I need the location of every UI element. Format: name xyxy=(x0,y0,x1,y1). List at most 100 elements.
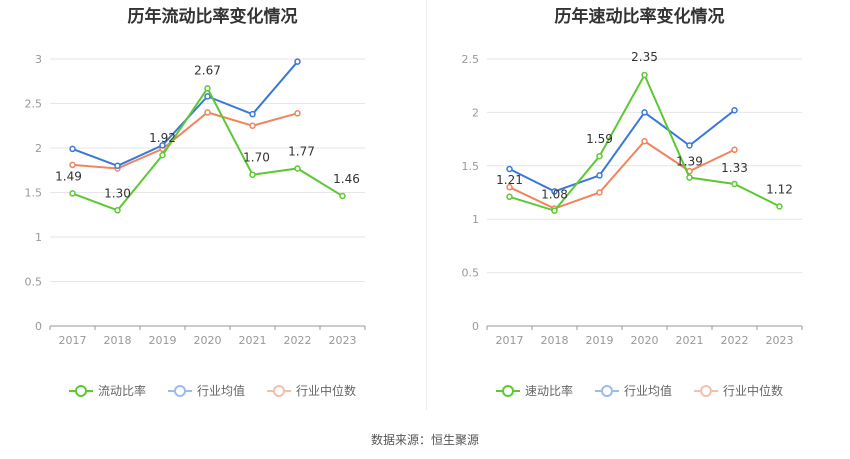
data-point xyxy=(249,171,256,178)
y-tick-label: 0 xyxy=(472,320,479,333)
x-tick-label: 2019 xyxy=(586,334,614,347)
data-source-note: 数据来源：恒生聚源 xyxy=(370,433,479,447)
data-point xyxy=(294,165,301,172)
y-tick-label: 1 xyxy=(472,213,479,226)
legend-item-industry-median[interactable]: 行业中位数 xyxy=(694,382,783,399)
legend-swatch-icon xyxy=(267,384,291,397)
data-point xyxy=(69,161,76,169)
data-point xyxy=(641,109,648,116)
data-label: 1.92 xyxy=(149,131,176,145)
x-tick-label: 2018 xyxy=(541,334,569,347)
y-tick-label: 2.5 xyxy=(462,53,480,66)
x-tick-label: 2017 xyxy=(496,334,524,347)
data-label: 1.59 xyxy=(586,132,613,146)
y-tick-label: 2 xyxy=(472,106,479,119)
legend-item-industry-avg[interactable]: 行业均值 xyxy=(594,382,672,399)
data-point xyxy=(204,93,211,100)
data-point xyxy=(506,165,513,173)
data-point xyxy=(204,109,211,116)
data-point xyxy=(69,190,76,197)
data-label: 1.77 xyxy=(288,144,315,158)
data-label: 1.33 xyxy=(721,161,748,175)
data-point xyxy=(641,137,648,145)
x-tick-label: 2019 xyxy=(149,334,177,347)
series-line xyxy=(509,139,735,210)
legend-item-quick-ratio[interactable]: 速动比率 xyxy=(495,382,573,399)
data-point xyxy=(294,110,301,117)
y-tick-label: 1 xyxy=(35,231,42,244)
y-tick-label: 2 xyxy=(35,142,42,155)
y-tick-label: 3 xyxy=(35,53,42,66)
data-point xyxy=(686,142,693,149)
y-tick-label: 2.5 xyxy=(25,98,43,111)
data-point xyxy=(596,152,603,160)
data-point xyxy=(551,207,558,214)
legend-swatch-icon xyxy=(68,384,93,397)
x-tick-label: 2022 xyxy=(284,334,312,347)
data-point xyxy=(249,110,256,118)
legend-label: 行业中位数 xyxy=(296,384,357,398)
x-tick-label: 2022 xyxy=(721,334,749,347)
legend-swatch-icon xyxy=(495,384,520,397)
y-tick-label: 0 xyxy=(35,320,42,333)
legend-label: 流动比率 xyxy=(97,384,146,398)
data-label: 1.12 xyxy=(766,182,793,196)
data-point xyxy=(686,174,693,181)
x-tick-label: 2020 xyxy=(631,334,659,347)
data-label: 1.70 xyxy=(243,151,270,165)
data-label: 2.67 xyxy=(194,63,221,77)
data-point xyxy=(294,58,301,65)
x-tick-label: 2018 xyxy=(104,334,132,347)
data-point xyxy=(776,203,783,210)
legend-swatch-icon xyxy=(694,384,718,397)
data-label: 1.21 xyxy=(496,173,523,187)
legend-label: 行业均值 xyxy=(196,384,245,398)
x-tick-label: 2021 xyxy=(676,334,704,347)
data-point xyxy=(506,183,513,191)
data-label: 1.08 xyxy=(541,188,568,202)
data-point xyxy=(114,207,121,214)
x-tick-label: 2023 xyxy=(329,334,357,347)
data-label: 1.30 xyxy=(104,186,131,200)
data-point xyxy=(204,85,211,92)
data-label: 1.39 xyxy=(676,155,703,169)
legend-item-industry-avg[interactable]: 行业均值 xyxy=(167,382,245,399)
data-point xyxy=(641,71,648,79)
series-line xyxy=(509,109,736,193)
legend-item-industry-median[interactable]: 行业中位数 xyxy=(267,382,356,399)
data-point xyxy=(731,146,738,154)
data-point xyxy=(596,172,603,179)
legend-swatch-icon xyxy=(167,384,192,397)
data-point xyxy=(596,189,603,196)
data-point xyxy=(69,145,76,153)
quick-ratio-plot: 0 0.5 1 1.5 2 2.5 2017 2018 2019 2020 2021 2022 2023… xyxy=(462,50,803,347)
data-point xyxy=(159,151,166,159)
data-point xyxy=(114,162,121,170)
chart-title: 历年流动比率变化情况 xyxy=(127,7,298,27)
chart-title: 历年速动比率变化情况 xyxy=(554,7,725,27)
data-point xyxy=(506,193,513,201)
legend-label: 行业均值 xyxy=(623,384,672,398)
legend-item-current-ratio[interactable]: 流动比率 xyxy=(68,382,146,399)
x-tick-label: 2023 xyxy=(766,334,794,347)
x-tick-label: 2020 xyxy=(194,334,222,347)
legend-label: 速动比率 xyxy=(524,384,573,398)
y-tick-label: 1.5 xyxy=(25,187,43,200)
y-tick-label: 1.5 xyxy=(462,160,480,173)
data-point xyxy=(249,122,256,129)
data-point xyxy=(159,142,166,149)
legend-swatch-icon xyxy=(594,384,619,397)
data-label: 1.49 xyxy=(55,169,82,183)
y-tick-label: 0.5 xyxy=(462,267,480,280)
current-ratio-plot: 0 0.5 1 1.5 2 2.5 3 2017 2018 2019 2020 2021 2022 202… xyxy=(25,53,366,347)
panel-divider xyxy=(426,0,427,410)
x-tick-label: 2021 xyxy=(239,334,267,347)
series-line xyxy=(72,111,298,170)
data-point xyxy=(731,180,738,188)
data-label: 2.35 xyxy=(631,50,658,64)
x-tick-label: 2017 xyxy=(59,334,87,347)
y-tick-label: 0.5 xyxy=(25,276,43,289)
legend-label: 行业中位数 xyxy=(723,384,784,398)
data-point xyxy=(731,107,738,114)
legend: 速动比率 行业均值 行业中位数 xyxy=(427,382,850,399)
